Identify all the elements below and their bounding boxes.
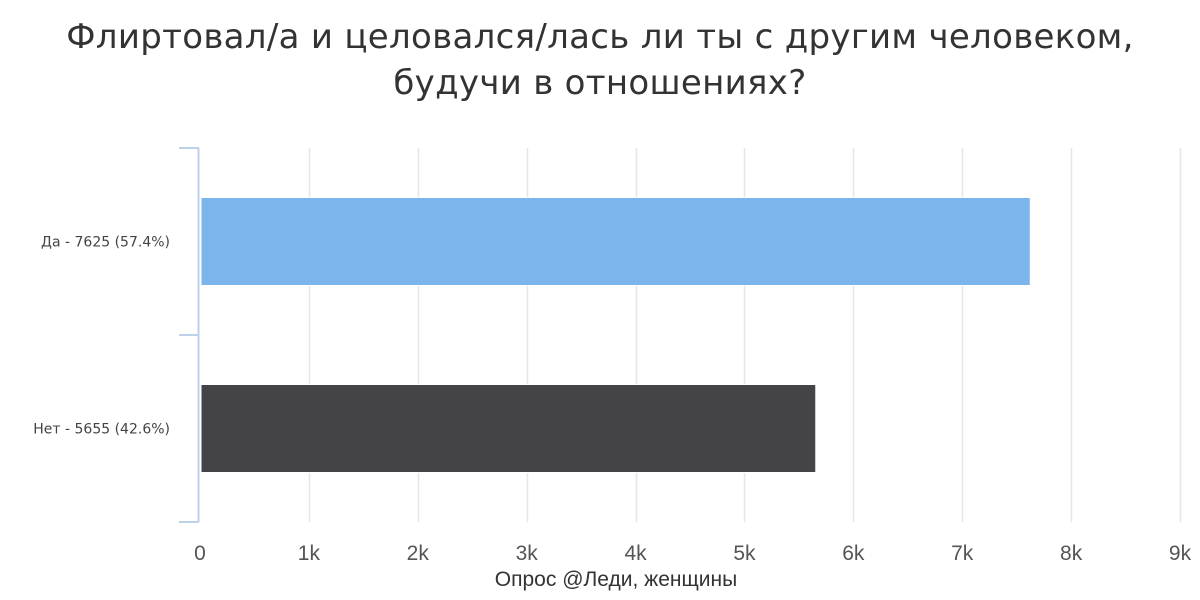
x-tick-label: 3k [516, 542, 539, 565]
x-tick-label: 7k [951, 542, 974, 565]
x-tick-label: 4k [624, 542, 647, 565]
category-label: Да - 7625 (57.4%) [41, 235, 170, 251]
x-tick-label: 6k [842, 542, 865, 565]
x-tick-labels: 0 1k 2k 3k 4k 5k 6k 7k 8k 9k [194, 542, 1191, 565]
x-tick-label: 1k [298, 542, 321, 565]
x-tick-label: 2k [407, 542, 430, 565]
category-axis [179, 147, 200, 523]
x-tick-label: 0 [194, 542, 206, 565]
x-tick-label: 8k [1060, 542, 1083, 565]
category-labels: Да - 7625 (57.4%) Нет - 5655 (42.6%) [33, 235, 170, 438]
bars [200, 197, 1031, 473]
chart-title-line-2: будучи в отношениях? [393, 63, 807, 103]
x-axis-title: Опрос @Леди, женщины [494, 568, 738, 591]
chart-title: Флиртовал/а и целовался/лась ли ты с дру… [0, 14, 1200, 106]
x-tick-label: 5k [733, 542, 756, 565]
bar [200, 197, 1031, 286]
bar [200, 384, 817, 473]
chart-title-line-1: Флиртовал/а и целовался/лась ли ты с дру… [66, 17, 1134, 57]
category-label: Нет - 5655 (42.6%) [33, 422, 170, 438]
x-tick-label: 9k [1169, 542, 1192, 565]
